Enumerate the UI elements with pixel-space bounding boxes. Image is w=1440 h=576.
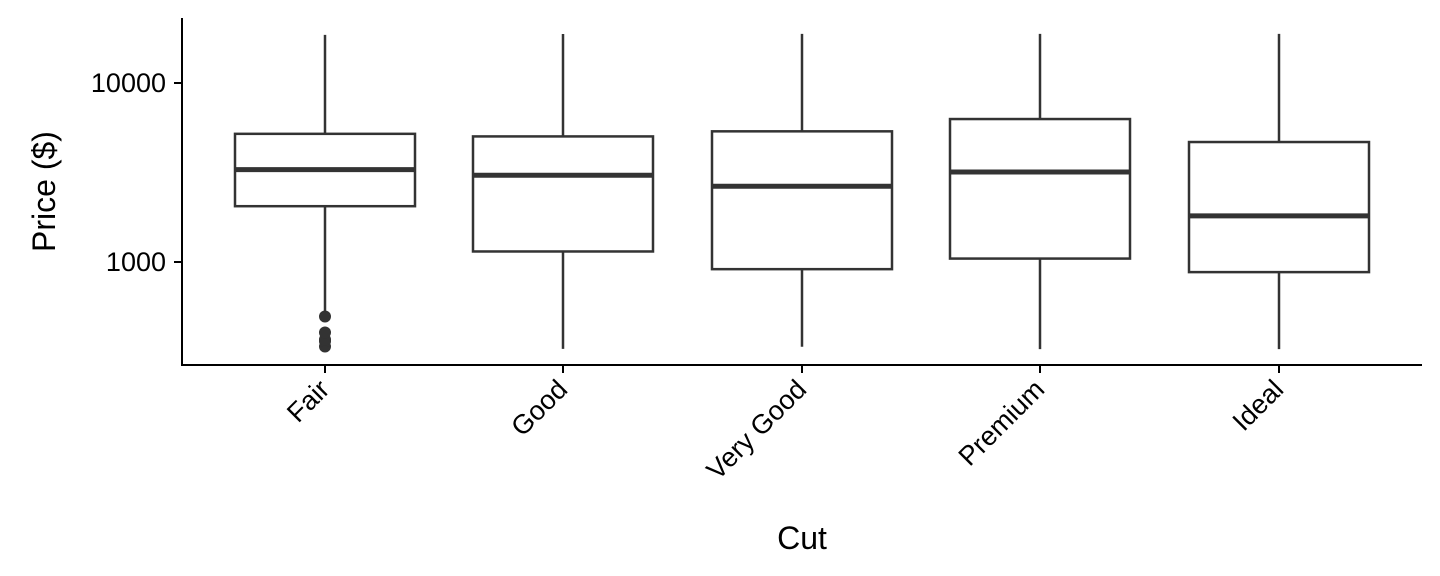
- x-axis-title: Cut: [777, 520, 827, 556]
- box-ideal: [1187, 33, 1371, 350]
- box-premium: [948, 33, 1132, 350]
- x-tick-label: Good: [505, 374, 573, 442]
- outlier-point: [319, 310, 331, 323]
- iqr-box: [710, 130, 894, 271]
- outlier-point: [319, 326, 331, 339]
- box-very-good: [710, 33, 894, 347]
- y-axis-ticks: 1000 10000: [91, 68, 182, 277]
- plot-marks: [233, 33, 1371, 353]
- y-tick-label: 10000: [91, 68, 166, 98]
- x-tick-label: Fair: [281, 374, 335, 428]
- box-fair: [233, 34, 417, 353]
- x-tick-label: Very Good: [701, 374, 812, 485]
- iqr-box: [948, 117, 1132, 260]
- x-tick-label: Ideal: [1227, 374, 1290, 437]
- box-good: [471, 33, 655, 349]
- iqr-box: [1187, 140, 1371, 274]
- iqr-box: [471, 135, 655, 253]
- y-tick-label: 1000: [106, 247, 166, 277]
- x-axis-ticks: Fair Good Very Good Premium Ideal: [281, 365, 1289, 485]
- x-tick-label: Premium: [953, 374, 1051, 472]
- y-axis-title: Price ($): [26, 131, 62, 252]
